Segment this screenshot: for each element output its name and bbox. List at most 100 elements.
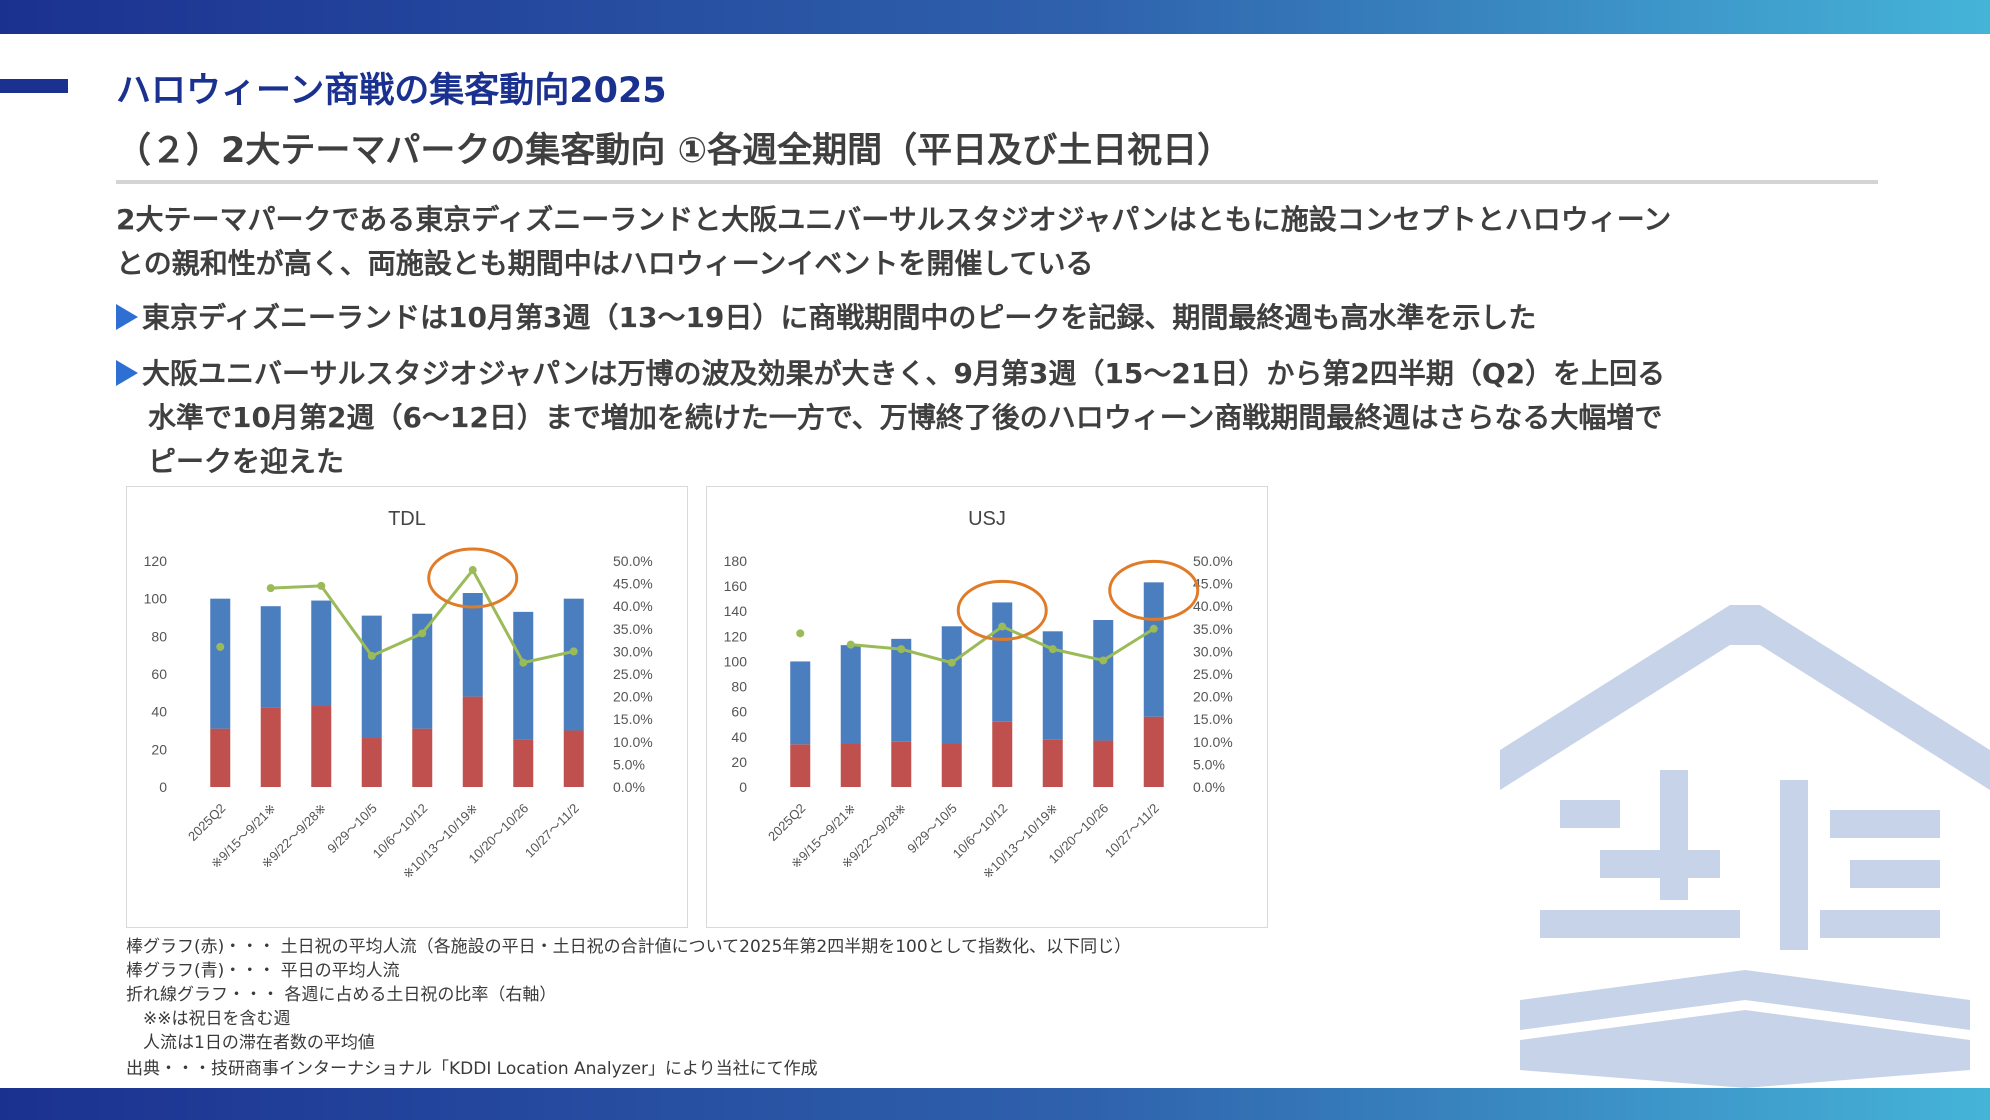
y-tick-label: 120 bbox=[724, 628, 748, 644]
bar-weekday bbox=[412, 613, 433, 729]
y2-tick-label: 50.0% bbox=[1193, 553, 1233, 569]
ratio-point bbox=[846, 640, 855, 649]
watermark-logo bbox=[1500, 605, 1990, 1088]
bar-weekday bbox=[790, 661, 811, 745]
page-subtitle: （２）2大テーマパークの集客動向 ①各週全期間（平日及び土日祝日） bbox=[116, 131, 1233, 171]
bar-weekday bbox=[891, 638, 912, 742]
bar-holiday bbox=[311, 706, 332, 787]
y2-tick-label: 45.0% bbox=[613, 576, 653, 592]
y2-tick-label: 30.0% bbox=[1193, 643, 1233, 659]
y-tick-label: 120 bbox=[144, 553, 168, 569]
ratio-point bbox=[796, 629, 805, 638]
tdl-chart-svg: TDL 0 20 40 60 80 100 120 0.0% 5.0% 10.0% 15.0% 20.0… bbox=[144, 508, 653, 882]
bar-weekday bbox=[210, 598, 231, 729]
bar-weekday bbox=[1143, 582, 1164, 717]
y2-tick-label: 15.0% bbox=[1193, 711, 1233, 727]
ratio-point bbox=[317, 581, 326, 590]
y2-tick-label: 45.0% bbox=[1193, 576, 1233, 592]
bar-weekday bbox=[1042, 631, 1063, 740]
bar-weekday bbox=[260, 606, 281, 708]
bar-weekday bbox=[1093, 620, 1114, 741]
y-tick-label: 100 bbox=[144, 591, 168, 607]
usj-chart-svg: USJ 0 20 40 60 80 100 120 140 160 180 0.0% 5.0% 10.0%… bbox=[724, 508, 1233, 882]
x-tick-label: 10/27～11/2 bbox=[522, 801, 582, 861]
ratio-point bbox=[216, 642, 225, 651]
y-tick-label: 40 bbox=[731, 729, 747, 745]
bar-holiday bbox=[361, 738, 382, 787]
bar-weekday bbox=[992, 602, 1013, 722]
page-title: ハロウィーン商戦の集客動向2025 bbox=[116, 71, 667, 111]
x-tick-label: 10/27～11/2 bbox=[1102, 801, 1162, 861]
x-tick-label: 2025Q2 bbox=[765, 801, 808, 844]
bottom-banner bbox=[0, 1088, 1990, 1120]
bar-holiday bbox=[1042, 739, 1063, 787]
y-tick-label: 60 bbox=[731, 704, 747, 720]
ratio-point bbox=[1099, 656, 1108, 665]
y2-tick-label: 20.0% bbox=[1193, 689, 1233, 705]
bar-weekday bbox=[311, 600, 332, 707]
triangle-bullet-icon bbox=[116, 360, 138, 386]
y-tick-label: 20 bbox=[151, 741, 167, 757]
bullet-1-text: 東京ディズニーランドは10月第3週（13～19日）に商戦期間中のピークを記録、期… bbox=[142, 301, 1537, 334]
note-source: 出典・・・技研商事インターナショナル「KDDI Location Analyze… bbox=[126, 1059, 818, 1079]
bar-weekday bbox=[462, 593, 483, 697]
y-tick-label: 0 bbox=[159, 779, 167, 795]
y2-tick-label: 35.0% bbox=[613, 621, 653, 637]
ratio-point bbox=[569, 647, 578, 656]
y-tick-label: 40 bbox=[151, 704, 167, 720]
note-red-bar: 棒グラフ(赤)・・・ 土日祝の平均人流（各施設の平日・土日祝の合計値について20… bbox=[126, 937, 1132, 957]
ratio-point bbox=[266, 584, 275, 593]
y-tick-label: 140 bbox=[724, 603, 748, 619]
y2-tick-label: 10.0% bbox=[1193, 734, 1233, 750]
summary-line-2: との親和性が高く、両施設とも期間中はハロウィーンイベントを開催している bbox=[116, 247, 1094, 280]
bar-holiday bbox=[563, 730, 584, 787]
bar-holiday bbox=[992, 721, 1013, 787]
bar-holiday bbox=[790, 744, 811, 787]
ratio-point bbox=[998, 622, 1007, 631]
ratio-point bbox=[1048, 645, 1057, 654]
tdl-chart: TDL 0 20 40 60 80 100 120 0.0% 5.0% 10.0% 15.0% 20.0… bbox=[126, 486, 688, 928]
note-line: 折れ線グラフ・・・ 各週に占める土日祝の比率（右軸） bbox=[126, 985, 557, 1005]
bar-holiday bbox=[412, 728, 433, 787]
y2-tick-label: 30.0% bbox=[613, 643, 653, 659]
y2-tick-label: 10.0% bbox=[613, 734, 653, 750]
y2-tick-label: 35.0% bbox=[1193, 621, 1233, 637]
highlight-circle bbox=[1108, 559, 1200, 621]
usj-chart: USJ 0 20 40 60 80 100 120 140 160 180 0.0% 5.0% 10.0%… bbox=[706, 486, 1268, 928]
summary-line-1: 2大テーマパークである東京ディズニーランドと大阪ユニバーサルスタジオジャパンはと… bbox=[116, 203, 1672, 236]
bar-holiday bbox=[260, 707, 281, 787]
y-tick-label: 60 bbox=[151, 666, 167, 682]
ratio-point bbox=[468, 566, 477, 575]
y2-tick-label: 15.0% bbox=[613, 711, 653, 727]
triangle-bullet-icon bbox=[116, 304, 138, 330]
bar-holiday bbox=[1143, 716, 1164, 787]
bar-weekday bbox=[513, 611, 534, 740]
y2-tick-label: 20.0% bbox=[613, 689, 653, 705]
highlight-circle bbox=[427, 547, 519, 609]
y2-tick-label: 40.0% bbox=[613, 598, 653, 614]
bar-weekday bbox=[563, 598, 584, 731]
y2-tick-label: 0.0% bbox=[613, 779, 645, 795]
ratio-point bbox=[947, 658, 956, 667]
x-tick-label: 2025Q2 bbox=[185, 801, 228, 844]
ratio-point bbox=[1149, 624, 1158, 633]
ratio-point bbox=[418, 629, 427, 638]
chart-title: TDL bbox=[388, 508, 426, 530]
bar-holiday bbox=[891, 741, 912, 787]
bar-holiday bbox=[840, 743, 861, 787]
note-blue-bar: 棒グラフ(青)・・・ 平日の平均人流 bbox=[126, 961, 400, 981]
y2-tick-label: 0.0% bbox=[1193, 779, 1225, 795]
y2-tick-label: 25.0% bbox=[613, 666, 653, 682]
chart-title: USJ bbox=[968, 508, 1006, 530]
title-accent-bar bbox=[0, 79, 68, 93]
y-tick-label: 20 bbox=[731, 754, 747, 770]
highlight-circle bbox=[956, 579, 1048, 641]
ratio-point bbox=[897, 645, 906, 654]
bar-holiday bbox=[941, 743, 962, 787]
bullet-1: 東京ディズニーランドは10月第3週（13～19日）に商戦期間中のピークを記録、期… bbox=[116, 296, 1536, 340]
y-tick-label: 180 bbox=[724, 553, 748, 569]
y2-tick-label: 40.0% bbox=[1193, 598, 1233, 614]
bar-weekday bbox=[361, 615, 382, 739]
bar-holiday bbox=[462, 696, 483, 787]
bar-holiday bbox=[513, 739, 534, 787]
